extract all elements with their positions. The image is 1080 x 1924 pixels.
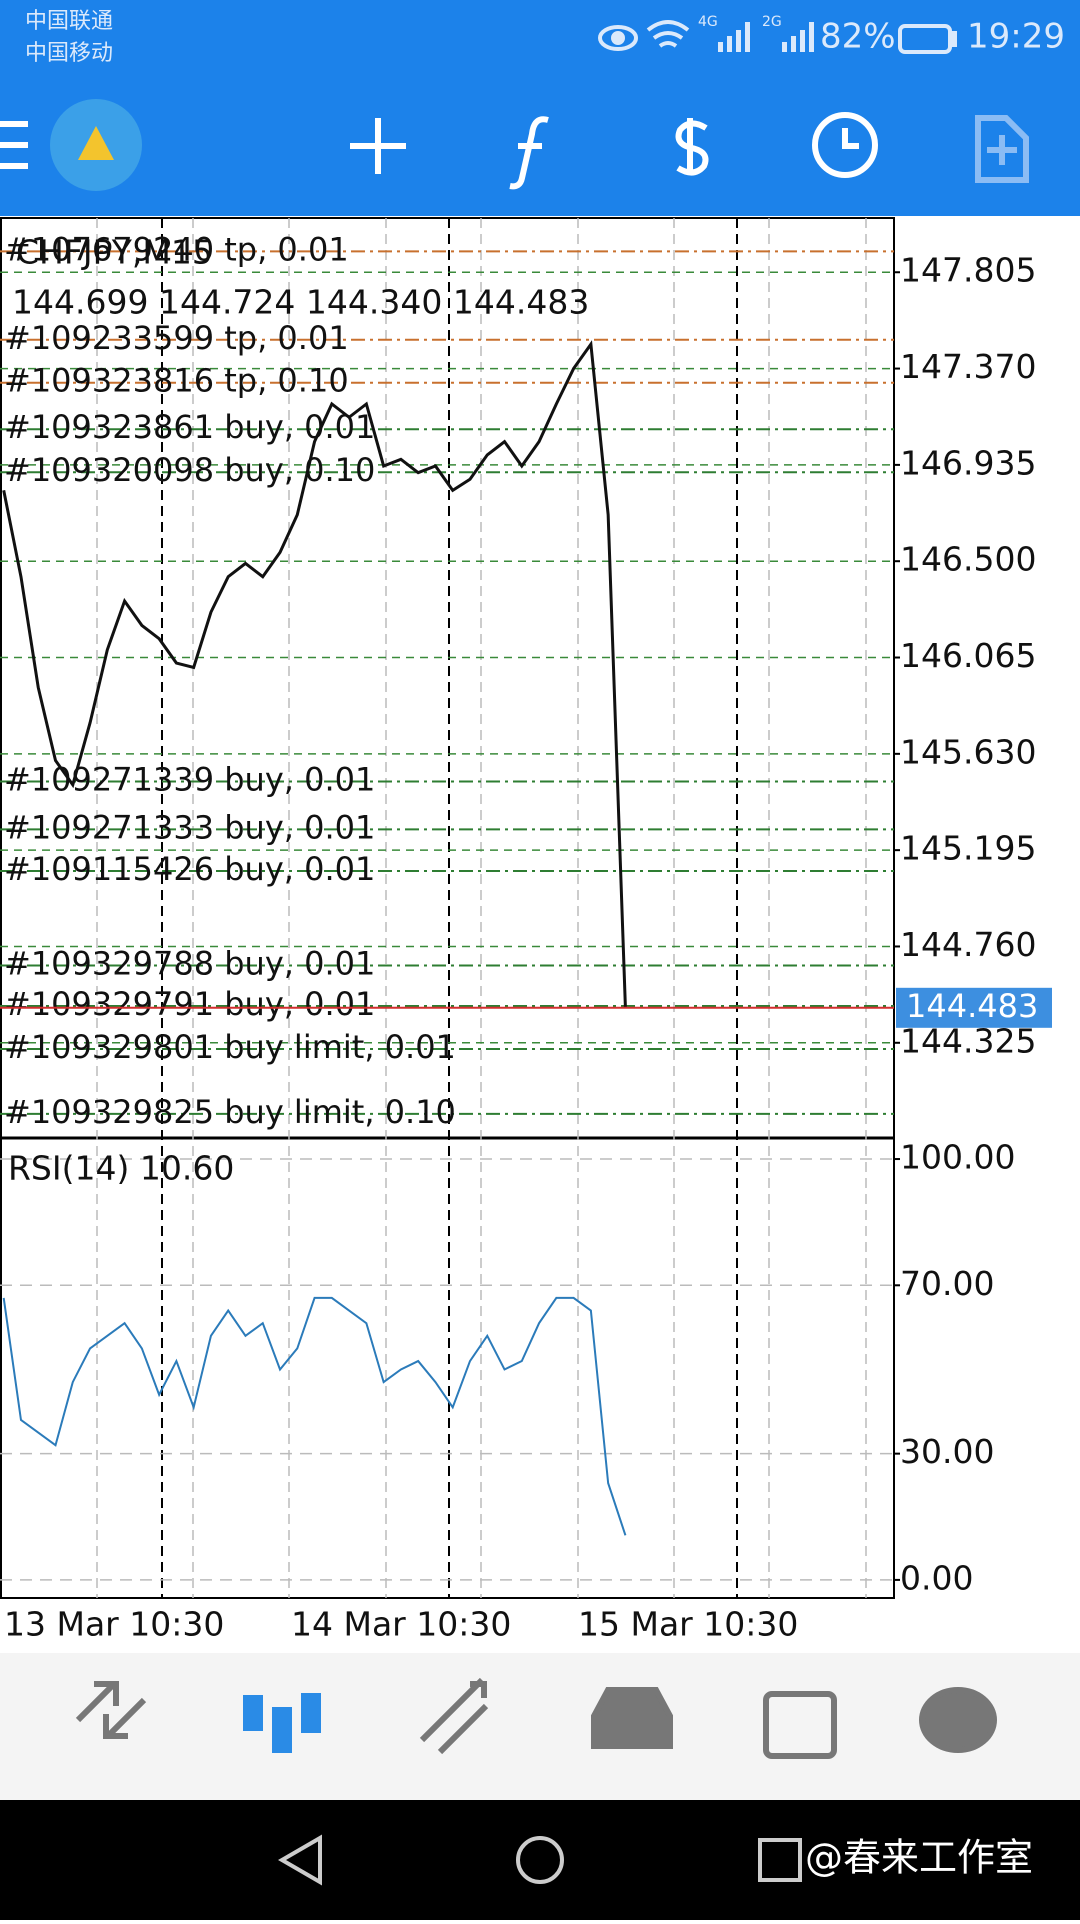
y-tick-label: 0.00 — [900, 1558, 973, 1597]
y-tick-label: 146.065 — [900, 636, 1036, 675]
back-button[interactable] — [278, 1834, 322, 1886]
order-label: #109323861 buy, 0.01 — [4, 408, 375, 446]
trade-tab[interactable] — [419, 1677, 489, 1755]
chat-tab[interactable] — [919, 1687, 997, 1753]
quotes-tab[interactable] — [75, 1681, 147, 1739]
order-label: #109329791 buy, 0.01 — [4, 985, 375, 1023]
battery: 82% — [820, 17, 896, 57]
system-buttons — [278, 1834, 802, 1886]
status-icons — [598, 20, 957, 54]
network: 2G — [762, 14, 782, 30]
trade-button[interactable] — [675, 118, 709, 176]
news-tab[interactable] — [763, 1691, 837, 1759]
price-line — [2, 1296, 627, 1536]
chart-tab[interactable] — [243, 1693, 321, 1753]
menu-button[interactable] — [0, 121, 28, 169]
clock: 19:29 — [967, 17, 1065, 57]
bottom-nav — [0, 1653, 1080, 1800]
order-label: #109115426 buy, 0.01 — [4, 850, 375, 888]
nav-icons — [75, 1677, 997, 1759]
y-tick-label: 144.760 — [900, 925, 1036, 964]
x-tick-label: 15 Mar 10:30 — [578, 1605, 798, 1644]
last-price-label: 144.483 — [906, 987, 1038, 1025]
order-label: #109271333 buy, 0.01 — [4, 808, 375, 846]
y-tick-label: 30.00 — [900, 1432, 994, 1471]
carrier: 中国联通 — [25, 9, 113, 34]
app-bar — [0, 0, 1080, 216]
order-label: #109233599 tp, 0.01 — [4, 319, 349, 357]
order-label: #109323816 tp, 0.10 — [4, 362, 349, 400]
y-tick-label: 147.805 — [900, 251, 1036, 290]
order-label: #109329788 buy, 0.01 — [4, 945, 375, 983]
last-price-box — [896, 987, 1052, 1028]
x-tick-label: 13 Mar 10:30 — [4, 1605, 224, 1644]
order-label: #109320098 buy, 0.10 — [4, 451, 375, 489]
recents-button[interactable] — [758, 1838, 802, 1882]
carrier: 中国移动 — [25, 41, 113, 66]
chart-title: RSI(14) 10.60 — [8, 1149, 234, 1188]
order-label: #109271339 buy, 0.01 — [4, 761, 375, 799]
toolbar — [0, 99, 1029, 191]
order-label: #109329825 buy limit, 0.10 — [4, 1093, 456, 1131]
home-button[interactable] — [516, 1836, 564, 1884]
y-tick-label: 146.935 — [900, 443, 1036, 482]
watermark: @春来工作室 — [805, 1836, 1033, 1880]
system-nav — [0, 1800, 1080, 1920]
x-tick-label: 14 Mar 10:30 — [291, 1605, 511, 1644]
template-button[interactable] — [975, 115, 1029, 183]
y-tick-label: 100.00 — [900, 1138, 1015, 1177]
y-tick-label: 70.00 — [900, 1264, 994, 1303]
crosshair-button[interactable] — [350, 118, 406, 174]
ohlc-label: 144.699 144.724 144.340 144.483 — [12, 283, 589, 322]
signal-bars — [718, 22, 814, 52]
y-tick-label: 146.500 — [900, 540, 1036, 579]
period-button[interactable] — [812, 112, 878, 178]
indicators-button[interactable] — [509, 116, 549, 190]
network: 4G — [698, 14, 718, 30]
order-label: #107679240 tp, 0.01 — [4, 230, 349, 268]
y-tick-label: 145.195 — [900, 829, 1036, 868]
chart-title: CHFJPY,M15 — [16, 233, 213, 272]
history-tab[interactable] — [591, 1687, 673, 1749]
y-tick-label: 145.630 — [900, 732, 1036, 771]
price-line — [2, 340, 627, 1008]
y-tick-label: 147.370 — [900, 347, 1036, 386]
order-label: #109329801 buy limit, 0.01 — [4, 1028, 456, 1066]
